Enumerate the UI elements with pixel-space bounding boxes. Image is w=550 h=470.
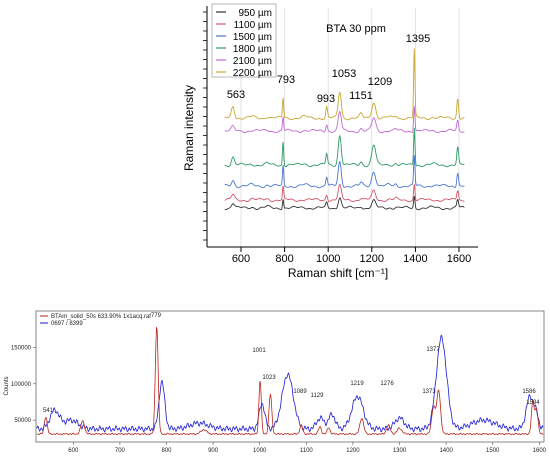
top-title: BTA 30 ppm bbox=[326, 23, 386, 35]
bottom-y-tick-label: 100000 bbox=[11, 382, 32, 388]
top-peak-label: 993 bbox=[317, 93, 335, 105]
bottom-y-label: Counts bbox=[4, 376, 10, 395]
top-legend-label: 950 µm bbox=[238, 8, 272, 19]
top-legend-label: 1500 µm bbox=[233, 32, 272, 43]
bottom-x-tick-label: 1000 bbox=[253, 448, 267, 454]
bottom-x-tick-label: 800 bbox=[161, 448, 172, 454]
bottom-x-tick-label: 1600 bbox=[533, 448, 547, 454]
top-peak-label: 1209 bbox=[368, 76, 392, 88]
top-legend-label: 1800 µm bbox=[233, 44, 272, 55]
top-chart: 600 800 1000 1200 1400 1600 BTA 30 ppm Raman … bbox=[182, 4, 478, 280]
bottom-x-tick-label: 1300 bbox=[393, 448, 407, 454]
bottom-peak-label: 1594 bbox=[526, 400, 540, 406]
top-legend-label: 1100 µm bbox=[234, 20, 272, 31]
bottom-annotations: 779 1001 1023 1089 1129 1219 1276 1377 1373 1586 1… bbox=[43, 313, 540, 414]
bottom-series-lines bbox=[37, 327, 543, 435]
top-series-line bbox=[225, 155, 465, 188]
bottom-peak-label: 779 bbox=[151, 313, 162, 319]
top-peak-label: 563 bbox=[227, 89, 245, 101]
bottom-peak-label: 1377 bbox=[426, 347, 440, 353]
bottom-x-tick-label: 1200 bbox=[346, 448, 360, 454]
top-x-label: Raman shift [cm⁻¹] bbox=[288, 266, 388, 280]
bottom-x-tick-label: 600 bbox=[68, 448, 79, 454]
bottom-y-tick-label: 150000 bbox=[11, 345, 32, 351]
top-legend-label: 2100 µm bbox=[233, 56, 272, 67]
bottom-peak-label: 1276 bbox=[380, 381, 394, 387]
top-y-label: Raman intensity bbox=[182, 85, 196, 171]
bottom-legend-label: BTAm_solid_50s 633.90% 1x1acq.raf bbox=[51, 314, 151, 320]
top-y-ticks bbox=[203, 12, 207, 240]
bottom-peak-label: 1001 bbox=[252, 348, 266, 354]
top-x-tick-label: 1400 bbox=[403, 253, 427, 265]
bottom-chart: 600 700 800 900 1000 1100 1200 1300 1400 1500 1600… bbox=[4, 311, 547, 454]
bottom-legend-label: 0697 / 8399 bbox=[51, 321, 83, 327]
bottom-x-tick-label: 900 bbox=[208, 448, 219, 454]
bottom-series-line bbox=[37, 336, 543, 432]
bottom-peak-label: 1373 bbox=[422, 389, 436, 395]
top-legend-label: 2200 µm bbox=[233, 68, 272, 79]
bottom-x-tick-label: 1500 bbox=[486, 448, 500, 454]
bottom-peak-label: 1089 bbox=[293, 389, 307, 395]
top-peak-label: 1151 bbox=[349, 90, 373, 102]
bottom-x-tick-label: 1100 bbox=[300, 448, 314, 454]
bottom-series-line bbox=[37, 327, 543, 435]
top-peak-label: 793 bbox=[277, 74, 295, 86]
bottom-y-ticks: 50000 100000 150000 bbox=[11, 345, 36, 424]
top-x-ticks: 600 800 1000 1200 1400 1600 bbox=[232, 247, 471, 265]
top-peak-label: 1053 bbox=[332, 68, 356, 80]
bottom-x-ticks: 600 700 800 900 1000 1100 1200 1300 1400 1500 1600 bbox=[68, 442, 546, 454]
top-x-tick-label: 1000 bbox=[316, 253, 340, 265]
top-series-line bbox=[225, 128, 465, 167]
top-x-tick-label: 800 bbox=[275, 253, 293, 265]
bottom-peak-label: 1219 bbox=[350, 381, 364, 387]
bottom-peak-label: 1129 bbox=[311, 393, 325, 399]
bottom-x-tick-label: 1400 bbox=[439, 448, 453, 454]
top-x-tick-label: 1200 bbox=[360, 253, 384, 265]
top-x-tick-label: 600 bbox=[232, 253, 250, 265]
bottom-x-tick-label: 700 bbox=[115, 448, 126, 454]
bottom-peak-label: 1023 bbox=[262, 375, 276, 381]
bottom-y-tick-label: 50000 bbox=[14, 418, 31, 424]
top-peak-label: 1395 bbox=[406, 33, 430, 45]
bottom-peak-label: 1586 bbox=[522, 389, 536, 395]
bottom-peak-label: 541 bbox=[43, 408, 54, 414]
bottom-plot-frame bbox=[36, 311, 544, 442]
top-x-tick-label: 1600 bbox=[447, 253, 471, 265]
